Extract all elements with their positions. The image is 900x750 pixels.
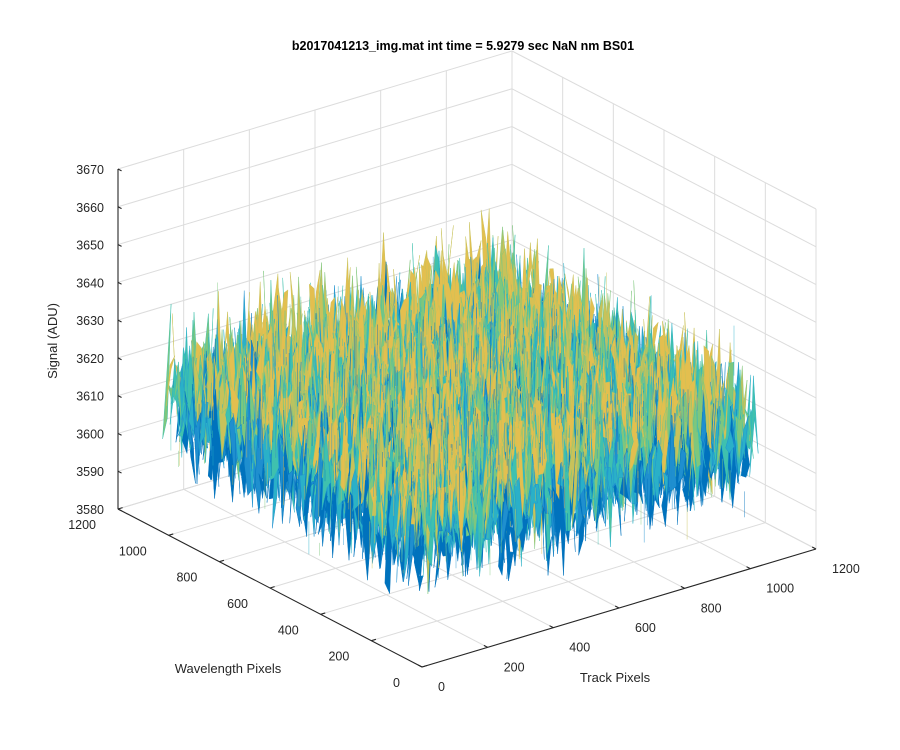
surface-cell (614, 463, 625, 505)
surface-cell (730, 406, 740, 485)
surface-cell (629, 387, 639, 472)
surface-cell (565, 406, 575, 452)
surface-cell (509, 478, 519, 551)
surface-cell (321, 427, 331, 511)
surface-cell (576, 465, 586, 510)
surface-cell (610, 450, 620, 494)
surface-cell (433, 510, 443, 568)
surface-cell (662, 396, 673, 499)
surface-cell (491, 476, 501, 557)
surface-cell (600, 441, 610, 527)
surface-cell (461, 517, 471, 566)
surface-cell (399, 482, 409, 536)
surface-cell (711, 406, 721, 480)
surface-cell (437, 486, 447, 527)
surface-cell (427, 492, 437, 567)
surface-cell (553, 404, 563, 537)
surface-cell (173, 361, 183, 433)
surface-cell (312, 332, 322, 375)
surface-cell (169, 359, 179, 425)
surface-cell (232, 413, 242, 462)
surface-cell (528, 453, 538, 541)
surface-cell (518, 518, 528, 552)
surface-cell (715, 398, 725, 474)
surface-cell (643, 446, 653, 518)
surface-cell (377, 417, 387, 539)
surface-cell (162, 303, 172, 439)
surface-cell (653, 439, 663, 505)
grid-line (371, 522, 766, 642)
chart-title: b2017041213_img.mat int time = 5.9279 se… (292, 39, 634, 53)
surface-cell (701, 432, 711, 497)
surface-cell (485, 458, 495, 540)
surface-cell (740, 435, 750, 478)
surface-cell (230, 384, 240, 441)
surface-cell (504, 521, 514, 582)
surface-cell (214, 413, 224, 463)
surface-cell (195, 354, 205, 456)
surface-cell (590, 437, 600, 516)
surface-cell (494, 445, 504, 518)
surface-plot (162, 208, 759, 595)
surface-cell (677, 447, 687, 486)
surface-cell (547, 486, 557, 547)
surface-cell (284, 443, 294, 500)
surface-cell (166, 355, 176, 406)
surface-cell (619, 472, 629, 500)
surface-cell (475, 458, 485, 577)
surface-cell (725, 430, 735, 454)
surface-cell (210, 389, 220, 499)
surface-cell (552, 487, 562, 554)
surface-cell (414, 507, 424, 591)
surface-cell (273, 423, 283, 466)
surface-cell (691, 400, 701, 469)
surface-cell (466, 448, 476, 532)
surface-cell (682, 432, 692, 504)
surface-cell (526, 242, 536, 318)
surface-cell (749, 375, 759, 477)
surface-cell (634, 450, 644, 505)
surface-cell (744, 408, 754, 459)
surface-cell (406, 490, 416, 542)
surface-cell (303, 468, 313, 518)
surface-cell (262, 425, 272, 487)
surface-cell (378, 461, 388, 540)
surface-cell (566, 451, 576, 538)
surface-cell (403, 477, 413, 582)
surface-cell (542, 469, 552, 576)
surface-cell (514, 476, 524, 539)
surface-cell (299, 420, 309, 521)
surface-cell (586, 339, 596, 383)
surface-cell (443, 276, 453, 324)
surface-cell (292, 389, 302, 510)
